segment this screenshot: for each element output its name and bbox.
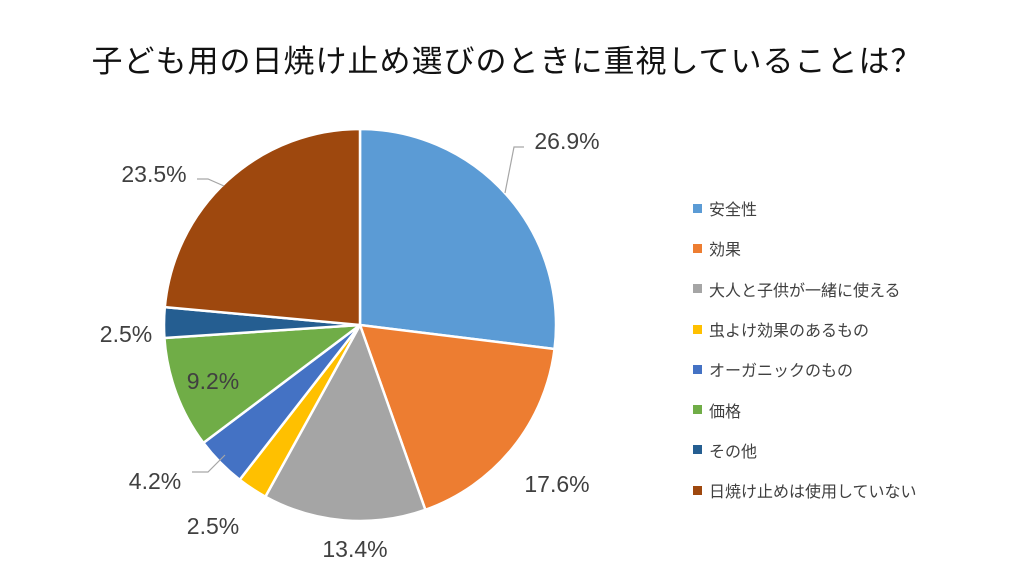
- legend-label: その他: [709, 441, 758, 461]
- chart-title: 子ども用の日焼け止め選びのときに重視していることは？: [91, 44, 923, 80]
- pie-slice: [163, 323, 362, 445]
- data-label: 13.4%: [322, 536, 387, 562]
- legend-swatch: [693, 364, 702, 374]
- legend-label: 価格: [709, 401, 742, 421]
- legend-item: その他: [693, 430, 917, 470]
- pie-slice: [358, 323, 556, 512]
- pie-slice: [264, 323, 427, 523]
- legend-label: 効果: [709, 240, 742, 260]
- legend-swatch: [693, 445, 702, 455]
- leader-line: [192, 454, 226, 473]
- legend-item: 虫よけ効果のあるもの: [693, 309, 917, 349]
- legend-item: 安全性: [693, 188, 917, 228]
- legend-swatch: [693, 243, 702, 253]
- legend-item: オーガニックのもの: [693, 349, 917, 389]
- legend-item: 大人と子供が一緒に使える: [693, 269, 917, 309]
- legend-swatch: [693, 405, 702, 415]
- data-label: 23.5%: [121, 161, 186, 187]
- leader-line: [197, 178, 225, 187]
- data-label: 9.2%: [187, 368, 239, 394]
- legend-item: 効果: [693, 228, 917, 268]
- legend-label: 虫よけ効果のあるもの: [709, 321, 870, 341]
- legend: 安全性効果大人と子供が一緒に使える 虫よけ効果のあるもの オーガニックのもの 価格その…: [693, 188, 917, 510]
- data-label: 4.2%: [129, 468, 181, 494]
- legend-label: 安全性: [709, 200, 758, 220]
- legend-swatch: [693, 203, 702, 213]
- data-label: 26.9%: [534, 128, 599, 154]
- pie-slice: [163, 127, 362, 327]
- legend-item: 日焼け止めは使用していない: [693, 470, 917, 510]
- legend-swatch: [693, 324, 702, 334]
- data-label: 2.5%: [187, 513, 239, 539]
- leader-line: [504, 146, 524, 194]
- legend-label: オーガニックのもの: [709, 361, 854, 381]
- pie-slice: [358, 127, 558, 351]
- data-label: 17.6%: [524, 471, 589, 497]
- data-label: 2.5%: [100, 321, 152, 347]
- legend-label: 大人と子供が一緒に使える: [709, 280, 901, 300]
- legend-swatch: [693, 485, 702, 495]
- legend-swatch: [693, 284, 702, 294]
- legend-item: 価格: [693, 389, 917, 429]
- legend-label: 日焼け止めは使用していない: [709, 482, 917, 502]
